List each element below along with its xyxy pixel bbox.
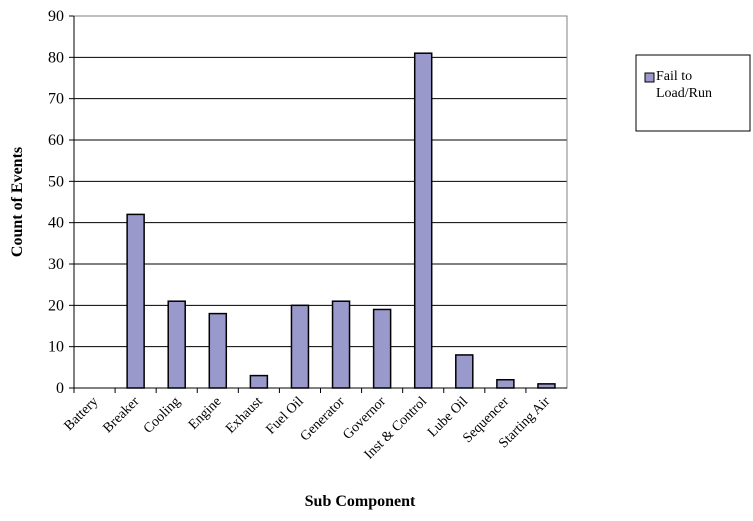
bar	[537, 383, 556, 389]
x-tick-label: Exhaust	[223, 394, 266, 437]
bar	[167, 300, 186, 389]
y-tick-label: 90	[48, 8, 64, 25]
x-tick-label: Battery	[62, 394, 102, 434]
bar	[290, 304, 310, 389]
y-axis-title: Count of Events	[9, 147, 26, 257]
legend-label: Fail to Load/Run	[656, 69, 712, 101]
y-tick-label: 60	[48, 132, 64, 149]
x-tick-label: Engine	[186, 394, 225, 433]
legend-item: Fail to Load/Run	[656, 69, 712, 101]
x-tick-label: Generator	[298, 394, 348, 444]
x-axis-title: Sub Component	[305, 493, 416, 510]
plot-frame	[73, 15, 568, 389]
y-tick-label: 20	[48, 297, 64, 314]
legend-box	[635, 54, 751, 132]
bar	[208, 312, 228, 389]
bar	[331, 300, 351, 389]
bar	[455, 354, 474, 389]
y-tick-label: 10	[48, 339, 64, 356]
bar	[249, 374, 269, 389]
x-tick-label: Cooling	[141, 394, 184, 437]
y-tick-label: 30	[48, 256, 64, 273]
y-tick-label: 40	[48, 215, 64, 232]
bar	[413, 52, 433, 389]
y-tick-label: 0	[56, 380, 64, 397]
bar	[372, 308, 392, 389]
bar	[496, 378, 515, 389]
legend-swatch	[644, 72, 655, 83]
y-tick-label: 70	[48, 91, 64, 108]
y-tick-label: 80	[48, 49, 64, 66]
bar	[126, 213, 145, 389]
y-tick-label: 50	[48, 173, 64, 190]
x-tick-label: Breaker	[101, 394, 143, 436]
